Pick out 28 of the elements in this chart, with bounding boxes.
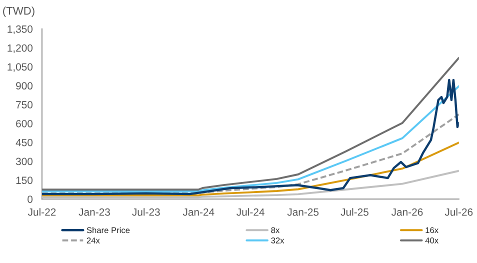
x-tick-label: Jul-25 [340,208,368,216]
y-tick-label: 1,200 [8,44,33,53]
y-tick-label: 150 [16,176,33,184]
x-tick-label: Jul-22 [28,208,56,216]
legend-label: 40x [425,238,438,244]
line-series [42,142,459,196]
x-tick-label: Jan-23 [78,208,110,216]
y-tick-label: 600 [16,120,33,128]
legend-label: 16x [426,227,438,234]
line-series [42,56,459,191]
legend-label: 8x [271,227,280,234]
y-tick-label: 0 [28,196,33,203]
legend-label: 24x [86,238,100,244]
y-tick-label: 1,050 [8,63,33,72]
y-tick-label: 450 [16,138,33,146]
x-tick-label: Jul-24 [236,208,264,216]
x-tick-label: Jan-24 [182,208,214,216]
x-tick-label: Jan-26 [391,208,423,216]
x-tick-label: Jul-26 [444,208,473,216]
y-tick-label: 750 [16,101,33,108]
y-tick-label: 900 [16,82,33,90]
x-tick-label: Jul-23 [132,208,160,216]
legend-label: 32x [271,238,284,244]
y-axis-title: (TWD) [3,6,34,17]
x-tick-label: Jan-25 [287,208,319,216]
y-tick-label: 1,350 [8,25,33,34]
legend-label: Share Price [86,227,130,234]
y-tick-label: 300 [16,158,33,166]
